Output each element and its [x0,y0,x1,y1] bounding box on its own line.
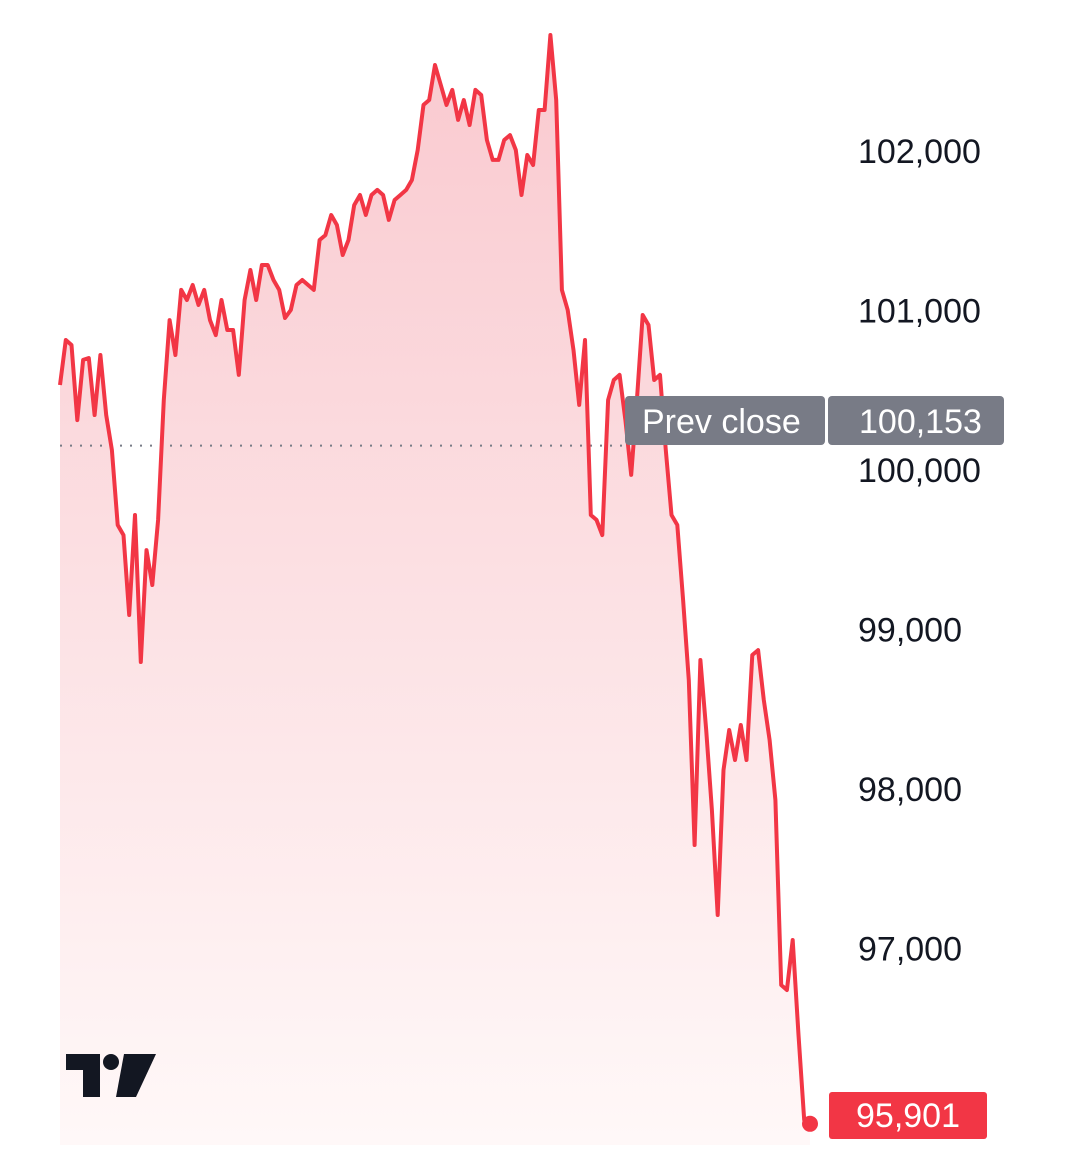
y-tick-label: 97,000 [858,931,962,969]
last-price-badge: 95,901 [829,1092,987,1139]
last-price-value: 95,901 [856,1097,960,1135]
prev-close-text: Prev close [642,403,801,441]
price-line [58,33,812,1126]
tradingview-logo [66,1054,156,1097]
prev-close-label: Prev close 100,153 [625,396,1004,445]
y-tick-label: 101,000 [858,293,981,331]
y-tick-label: 100,000 [858,452,981,490]
last-price-dot [802,1115,818,1132]
price-area-fill [60,35,810,1145]
y-tick-label: 99,000 [858,612,962,650]
y-tick-label: 102,000 [858,133,981,171]
prev-close-value: 100,153 [859,403,982,441]
y-tick-label: 98,000 [858,771,962,809]
